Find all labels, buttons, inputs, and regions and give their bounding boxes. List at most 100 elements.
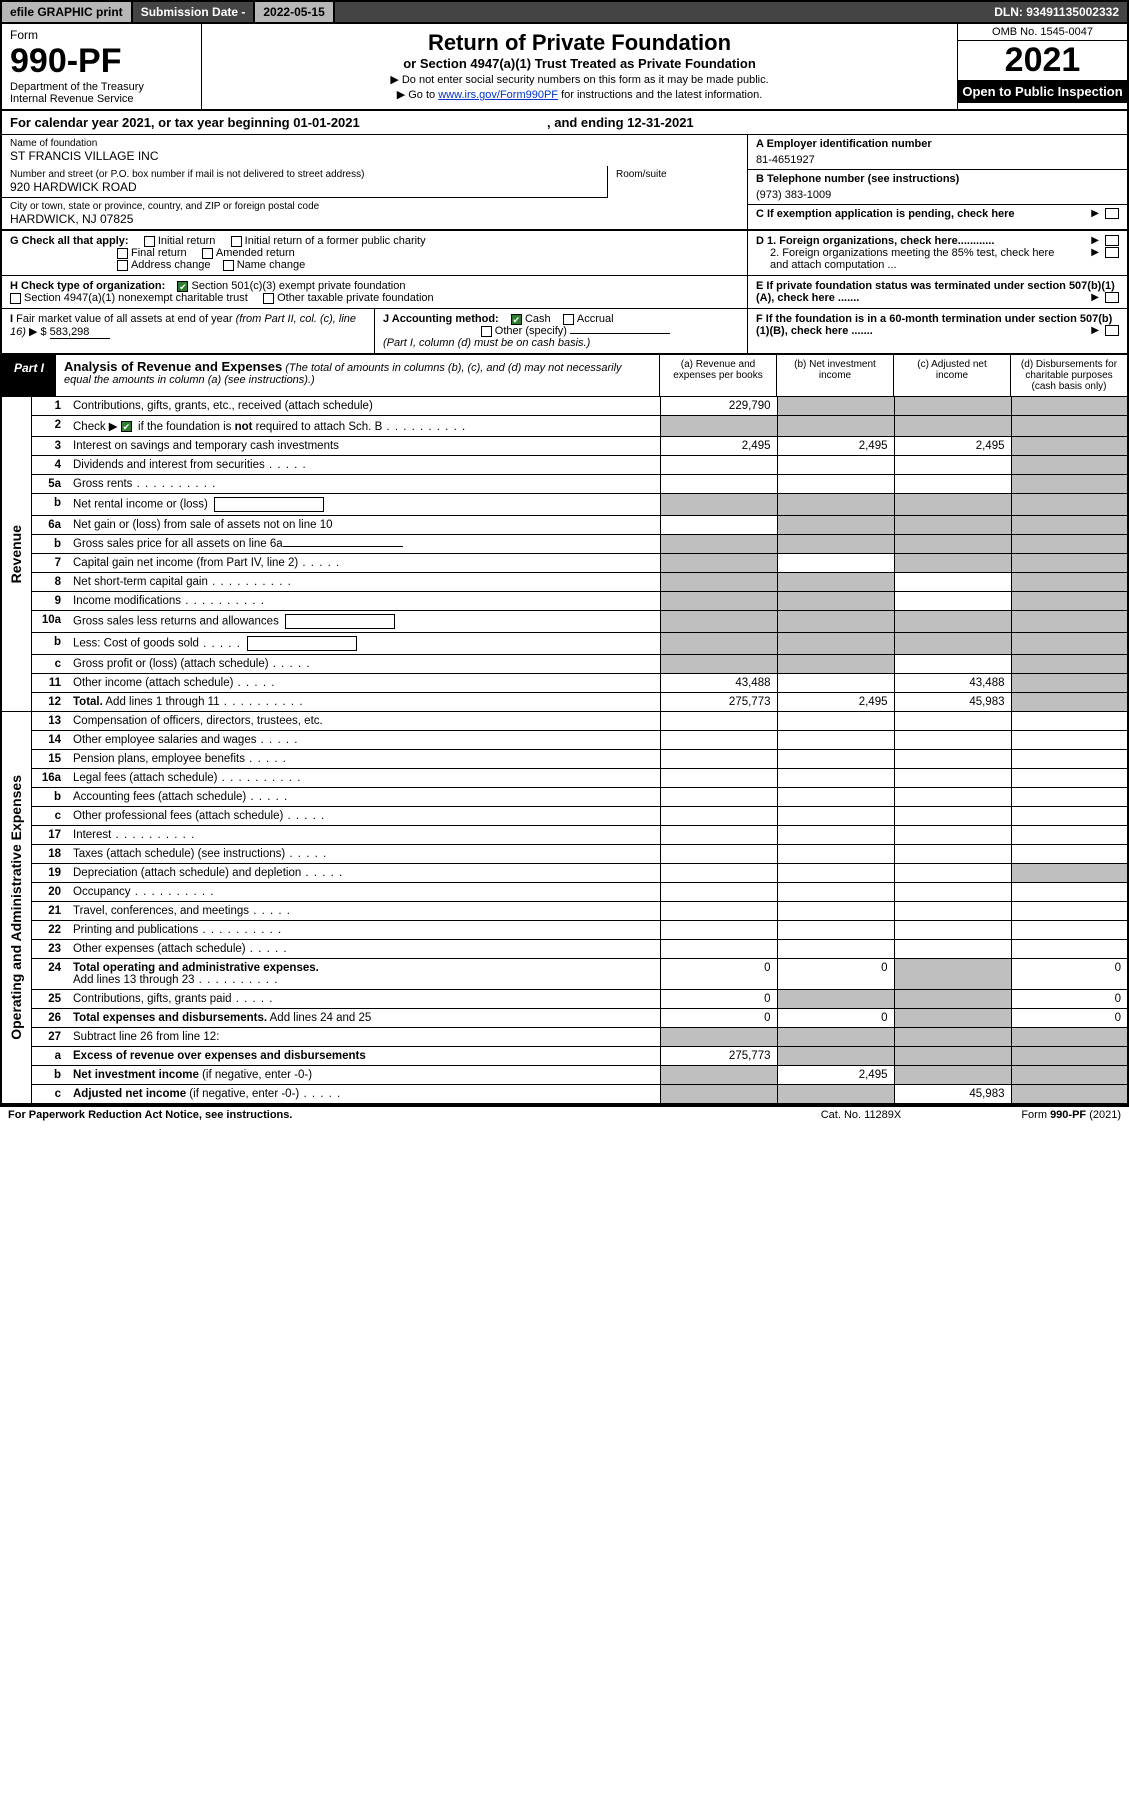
checkbox-c[interactable] — [1105, 208, 1119, 219]
cell-value — [777, 592, 894, 611]
footer: For Paperwork Reduction Act Notice, see … — [0, 1105, 1129, 1123]
footer-left: For Paperwork Reduction Act Notice, see … — [8, 1109, 761, 1121]
line-number: 9 — [31, 592, 67, 611]
line-number: 2 — [31, 416, 67, 437]
checkbox-e[interactable] — [1105, 292, 1119, 303]
checkbox-address-change[interactable] — [117, 260, 128, 271]
checkbox-d1[interactable] — [1105, 235, 1119, 246]
checkbox-4947a1[interactable] — [10, 293, 21, 304]
checkbox-other-taxable[interactable] — [263, 293, 274, 304]
line-description: Accounting fees (attach schedule) — [67, 788, 660, 807]
form-label: Form — [10, 28, 193, 42]
cell-value — [1011, 416, 1128, 437]
checkbox-cash[interactable] — [511, 314, 522, 325]
cell-value — [894, 516, 1011, 535]
cell-value — [1011, 1028, 1128, 1047]
line-number: 13 — [31, 712, 67, 731]
form-subtitle: or Section 4947(a)(1) Trust Treated as P… — [210, 56, 949, 71]
table-row: 11Other income (attach schedule)43,48843… — [1, 674, 1128, 693]
checkbox-other-specify[interactable] — [481, 326, 492, 337]
cell-value — [894, 456, 1011, 475]
line-number: b — [31, 494, 67, 516]
identification-block: Name of foundation ST FRANCIS VILLAGE IN… — [0, 134, 1129, 231]
cell-value: 2,495 — [894, 437, 1011, 456]
cell-value — [894, 494, 1011, 516]
cell-value — [660, 592, 777, 611]
line-description: Dividends and interest from securities — [67, 456, 660, 475]
checkbox-accrual[interactable] — [563, 314, 574, 325]
i-label: I — [10, 313, 13, 325]
cell-value — [1011, 475, 1128, 494]
cell-value — [1011, 1047, 1128, 1066]
cell-value — [777, 864, 894, 883]
cell-value — [894, 712, 1011, 731]
table-row: bGross sales price for all assets on lin… — [1, 535, 1128, 554]
form990pf-link[interactable]: www.irs.gov/Form990PF — [438, 89, 558, 101]
table-row: Operating and Administrative Expenses13C… — [1, 712, 1128, 731]
checkbox-initial-return[interactable] — [144, 236, 155, 247]
cell-value — [894, 940, 1011, 959]
cell-value — [777, 750, 894, 769]
cell-value — [1011, 864, 1128, 883]
cell-value: 2,495 — [777, 437, 894, 456]
table-row: 16aLegal fees (attach schedule) — [1, 769, 1128, 788]
cell-value: 275,773 — [660, 693, 777, 712]
expenses-table: Operating and Administrative Expenses13C… — [0, 712, 1129, 1105]
omb-number: OMB No. 1545-0047 — [958, 24, 1127, 41]
d2-label: 2. Foreign organizations meeting the 85%… — [756, 247, 1056, 271]
submission-label: Submission Date - — [133, 2, 256, 22]
cell-value: 0 — [660, 1009, 777, 1028]
line-number: 8 — [31, 573, 67, 592]
efile-label[interactable]: efile GRAPHIC print — [2, 2, 133, 22]
cell-value — [777, 807, 894, 826]
line-description: Other professional fees (attach schedule… — [67, 807, 660, 826]
line-description: Net short-term capital gain — [67, 573, 660, 592]
line-description: Other income (attach schedule) — [67, 674, 660, 693]
line-number: 12 — [31, 693, 67, 712]
line-description: Pension plans, employee benefits — [67, 750, 660, 769]
col-b-header: (b) Net investment income — [776, 355, 893, 396]
line-description: Capital gain net income (from Part IV, l… — [67, 554, 660, 573]
cell-value — [660, 712, 777, 731]
form-number: 990-PF — [10, 42, 193, 81]
checkbox-amended[interactable] — [202, 248, 213, 259]
f-label: F If the foundation is in a 60-month ter… — [756, 313, 1112, 337]
cell-value: 45,983 — [894, 693, 1011, 712]
e-label: E If private foundation status was termi… — [756, 280, 1115, 304]
cell-value — [894, 633, 1011, 655]
checkbox-name-change[interactable] — [223, 260, 234, 271]
city-cell: City or town, state or province, country… — [2, 198, 747, 229]
cell-value — [660, 1066, 777, 1085]
cell-value — [894, 1009, 1011, 1028]
top-bar: efile GRAPHIC print Submission Date - 20… — [0, 0, 1129, 24]
cell-value — [1011, 845, 1128, 864]
cell-value: 2,495 — [777, 1066, 894, 1085]
checkbox-f[interactable] — [1105, 325, 1119, 336]
table-row: 6aNet gain or (loss) from sale of assets… — [1, 516, 1128, 535]
line-number: b — [31, 788, 67, 807]
line-description: Subtract line 26 from line 12: — [67, 1028, 660, 1047]
line-description: Adjusted net income (if negative, enter … — [67, 1085, 660, 1105]
cell-value — [660, 921, 777, 940]
checkbox-initial-former[interactable] — [231, 236, 242, 247]
line-number: 10a — [31, 611, 67, 633]
cell-value — [660, 456, 777, 475]
cell-value — [777, 940, 894, 959]
address-cell: Number and street (or P.O. box number if… — [2, 166, 607, 198]
checkbox-501c3[interactable] — [177, 281, 188, 292]
checkbox-d2[interactable] — [1105, 247, 1119, 258]
line-description: Gross profit or (loss) (attach schedule) — [67, 655, 660, 674]
table-row: 9Income modifications — [1, 592, 1128, 611]
cell-value — [777, 769, 894, 788]
line-number: c — [31, 807, 67, 826]
cell-value: 0 — [777, 959, 894, 990]
checkbox-final-return[interactable] — [117, 248, 128, 259]
line-description: Interest on savings and temporary cash i… — [67, 437, 660, 456]
telephone-cell: B Telephone number (see instructions) (9… — [748, 170, 1127, 205]
cell-value — [777, 883, 894, 902]
cell-value: 229,790 — [660, 397, 777, 416]
cell-value — [660, 940, 777, 959]
checkbox-schb[interactable] — [121, 421, 132, 432]
line-description: Total operating and administrative expen… — [67, 959, 660, 990]
line-number: 15 — [31, 750, 67, 769]
